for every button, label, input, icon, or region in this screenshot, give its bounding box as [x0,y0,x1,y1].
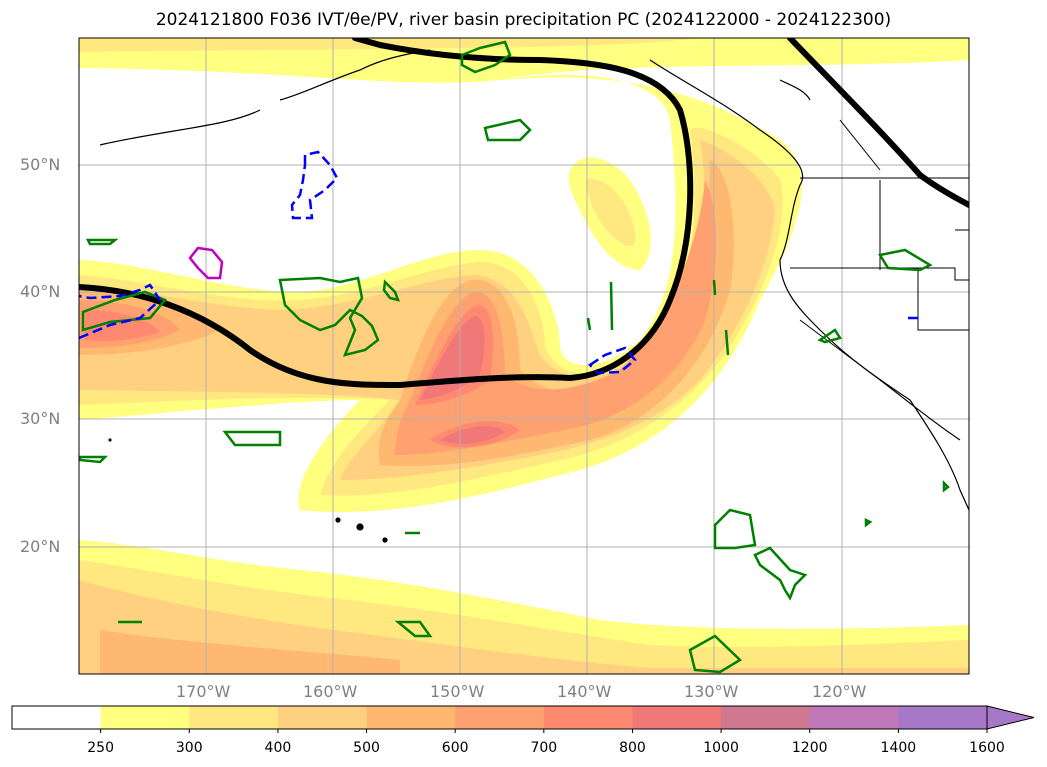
political-borders [790,119,969,381]
coastlines [99,49,969,543]
colorbar-segment [12,706,102,729]
colorbar-tick-label: 1600 [969,740,1005,756]
colorbar-tick-label: 400 [264,740,292,756]
colorbar-segment [632,706,722,729]
pv-negative-contours [79,150,918,375]
lat-label-40n: 40°N [20,282,61,301]
lat-label-30n: 30°N [20,409,61,428]
colorbar-tick-label: 700 [530,740,558,756]
colorbar-outline [11,705,988,730]
colorbar-tick-label: 500 [353,740,380,756]
map-title: 2024121800 F036 IVT/θe/PV, river basin p… [155,10,892,30]
colorbar-segment [898,706,988,729]
lon-label-150w: 150°W [430,682,485,701]
ivt-field [79,38,969,674]
lon-label-170w: 170°W [176,682,231,701]
lon-label-160w: 160°W [303,682,358,701]
colorbar-segment [366,706,456,729]
colorbar-tick-label: 1200 [791,740,828,756]
colorbar-tick-label: 600 [441,740,469,756]
colorbar [11,705,1035,733]
colorbar-segment [721,706,811,729]
graticule [79,38,969,674]
colorbar-segment [809,706,899,729]
colorbar-segment [543,706,633,729]
colorbar-tick-label: 1000 [703,740,739,756]
colorbar-tick-label: 300 [175,740,203,756]
lon-label-140w: 140°W [557,682,612,701]
colorbar-tick-label: 800 [619,740,646,756]
pv-contours [79,40,950,674]
colorbar-segment [277,706,368,729]
colorbar-tick-label: 250 [87,740,114,756]
colorbar-tick-label: 1400 [880,740,917,756]
lon-label-120w: 120°W [812,682,867,701]
map-frame [78,37,970,675]
colorbar-segment [189,706,279,729]
colorbar-segment [100,706,190,729]
lon-label-130w: 130°W [684,682,739,701]
colorbar-segment [455,706,545,729]
lat-label-50n: 50°N [20,155,61,174]
lat-label-20n: 20°N [20,537,61,556]
pv-high-contour [188,246,224,280]
theta-e-contour [79,38,969,389]
colorbar-extend-arrow [986,705,1035,730]
